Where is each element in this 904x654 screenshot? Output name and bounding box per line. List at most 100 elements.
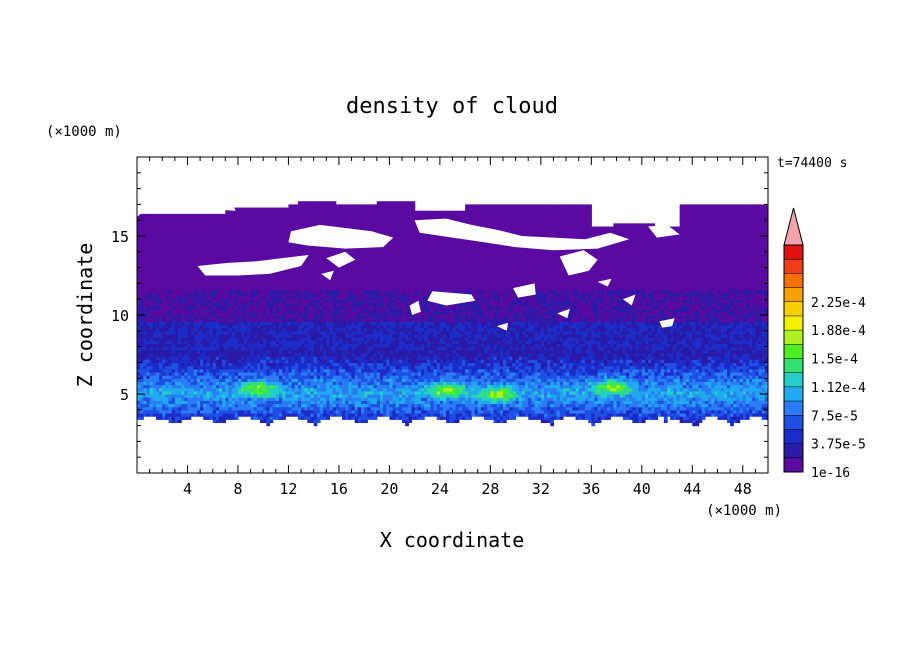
density-cell xyxy=(250,416,255,420)
density-cell xyxy=(253,305,258,310)
density-cell xyxy=(342,220,346,224)
density-cell xyxy=(155,359,160,363)
density-cell xyxy=(269,289,274,294)
density-cell xyxy=(310,327,315,332)
density-cell xyxy=(272,308,277,313)
density-cell xyxy=(263,365,267,370)
density-cell xyxy=(263,245,267,250)
density-cell xyxy=(212,251,217,256)
density-cell xyxy=(310,299,315,303)
density-cell xyxy=(272,273,277,278)
density-cell xyxy=(342,371,346,376)
density-cell xyxy=(241,318,245,322)
density-cell xyxy=(260,333,264,338)
density-cell xyxy=(260,359,264,363)
density-cell xyxy=(219,330,223,335)
density-cell xyxy=(200,292,204,297)
density-cell xyxy=(206,311,211,316)
density-cell xyxy=(140,343,144,348)
density-cell xyxy=(348,356,353,360)
density-cell xyxy=(332,201,337,205)
density-cell xyxy=(244,371,249,376)
density-cell xyxy=(231,254,236,259)
density-cell xyxy=(301,318,305,322)
density-cell xyxy=(256,412,261,417)
density-cell xyxy=(247,292,252,297)
density-cell xyxy=(212,229,217,234)
density-cell xyxy=(294,267,299,272)
density-cell xyxy=(335,349,340,354)
density-cell xyxy=(137,390,141,395)
density-cell xyxy=(275,254,280,259)
density-cell xyxy=(250,220,255,224)
density-cell xyxy=(316,387,321,392)
density-cell xyxy=(212,390,217,395)
density-cell xyxy=(351,400,356,405)
density-cell xyxy=(149,254,154,259)
density-cell xyxy=(323,318,327,322)
density-cell xyxy=(291,213,296,218)
density-cell xyxy=(149,371,154,376)
density-cell xyxy=(165,356,170,360)
density-cell xyxy=(278,220,283,224)
density-cell xyxy=(168,359,173,363)
density-cell xyxy=(288,371,293,376)
density-cell xyxy=(291,333,296,338)
density-cell xyxy=(329,406,334,411)
density-cell xyxy=(250,340,255,345)
density-cell xyxy=(209,359,214,363)
density-cell xyxy=(335,359,340,363)
density-cell xyxy=(266,406,271,411)
density-cell xyxy=(215,390,220,395)
density-cell xyxy=(219,223,223,228)
density-cell xyxy=(332,352,337,357)
density-cell xyxy=(187,251,192,256)
density-cell xyxy=(193,248,198,253)
density-cell xyxy=(345,315,349,319)
density-cell xyxy=(228,220,233,224)
density-cell xyxy=(193,296,198,300)
density-cell xyxy=(215,327,220,332)
density-cell xyxy=(278,381,283,386)
density-cell xyxy=(149,217,154,221)
density-cell xyxy=(256,394,261,398)
density-cell xyxy=(241,390,245,395)
density-cell xyxy=(316,375,321,379)
density-cell xyxy=(146,220,151,224)
density-cell xyxy=(342,311,346,316)
density-cell xyxy=(319,324,324,329)
density-cell xyxy=(285,375,290,379)
density-cell xyxy=(275,223,280,228)
density-cell xyxy=(247,412,252,417)
density-cell xyxy=(275,210,280,215)
density-cell xyxy=(260,324,264,329)
density-cell xyxy=(345,299,349,303)
density-cell xyxy=(351,412,356,417)
density-cell xyxy=(222,321,226,326)
density-cell xyxy=(307,346,312,351)
density-cell xyxy=(222,273,226,278)
density-cell xyxy=(266,296,271,300)
density-cell xyxy=(222,419,226,424)
density-cell xyxy=(297,277,302,281)
density-cell xyxy=(200,283,204,288)
density-cell xyxy=(143,321,148,326)
density-cell xyxy=(184,258,189,262)
density-cell xyxy=(225,321,230,326)
density-cell xyxy=(190,318,195,322)
density-cell xyxy=(174,318,179,322)
density-cell xyxy=(228,283,233,288)
density-cell xyxy=(338,248,343,253)
density-cell xyxy=(174,220,179,224)
density-cell xyxy=(301,283,305,288)
density-cell xyxy=(187,308,192,313)
density-cell xyxy=(203,384,207,389)
density-cell xyxy=(146,302,151,307)
density-cell xyxy=(288,327,293,332)
density-cell xyxy=(313,394,318,398)
density-cell xyxy=(159,308,163,313)
density-cell xyxy=(297,390,302,395)
density-cell xyxy=(162,251,166,256)
density-cell xyxy=(237,299,242,303)
density-cell xyxy=(294,387,299,392)
